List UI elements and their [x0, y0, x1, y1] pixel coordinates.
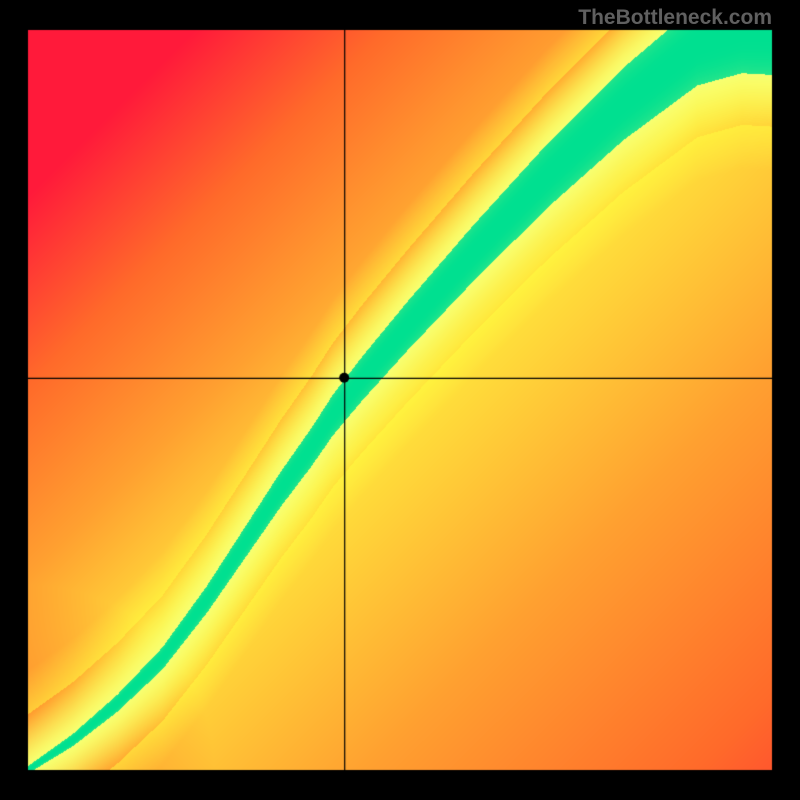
- heatmap-canvas: [0, 0, 800, 800]
- chart-container: TheBottleneck.com: [0, 0, 800, 800]
- watermark-text: TheBottleneck.com: [578, 6, 772, 30]
